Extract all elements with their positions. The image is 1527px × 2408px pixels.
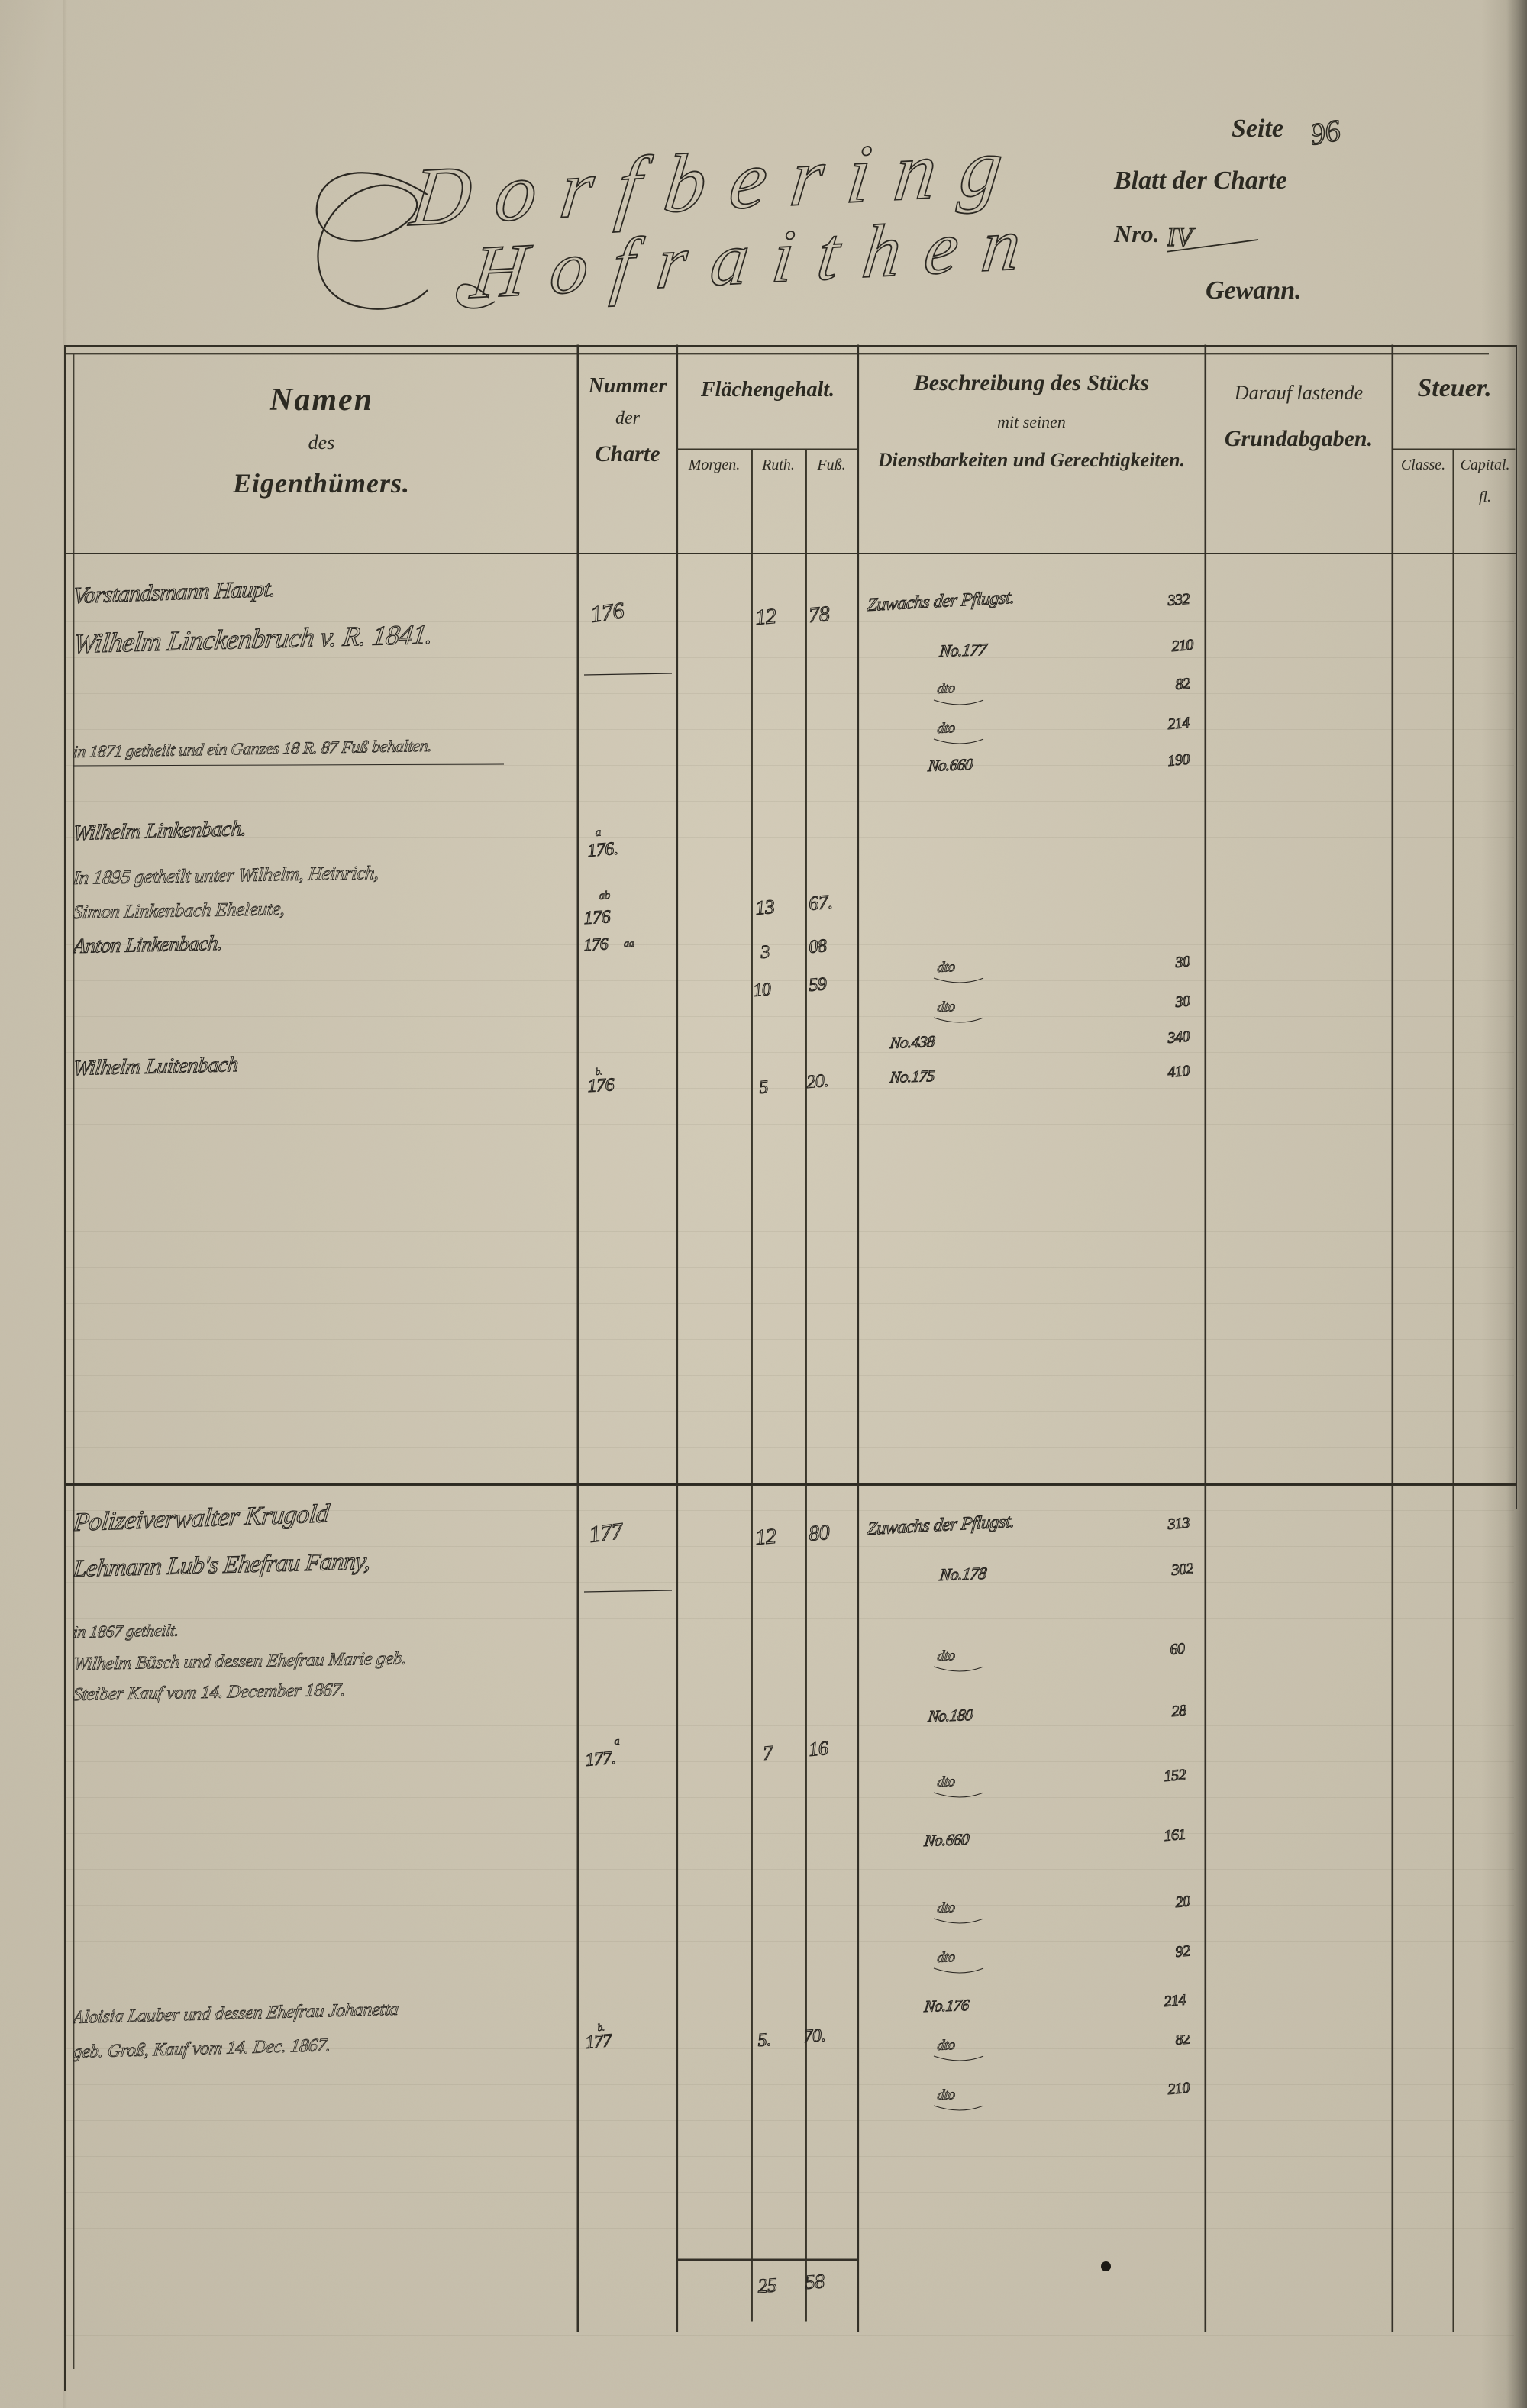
svg-text:geb. Groß, Kauf vom 14. Dec. 1: geb. Groß, Kauf vom 14. Dec. 1867.: [73, 2035, 332, 2062]
svg-text:16: 16: [808, 1737, 829, 1761]
svg-text:176.: 176.: [586, 839, 618, 861]
svg-text:Simon Linkenbach Eheleute,: Simon Linkenbach Eheleute,: [73, 899, 286, 923]
svg-text:70.: 70.: [803, 2025, 826, 2047]
svg-text:190: 190: [1167, 751, 1191, 770]
svg-text:aa: aa: [624, 938, 634, 950]
svg-text:80: 80: [808, 1521, 831, 1546]
svg-text:dto: dto: [936, 2087, 956, 2103]
svg-text:20.: 20.: [805, 1071, 829, 1093]
svg-text:28: 28: [1171, 1702, 1187, 1720]
svg-text:10: 10: [752, 980, 772, 1001]
svg-text:176: 176: [589, 598, 625, 628]
svg-text:176: 176: [587, 1075, 615, 1096]
svg-text:IV: IV: [1167, 221, 1196, 252]
svg-text:Wilhelm Linkenbach.: Wilhelm Linkenbach.: [73, 817, 247, 845]
svg-text:210: 210: [1167, 2080, 1191, 2098]
svg-text:Wilhelm Linckenbruch v. R. 184: Wilhelm Linckenbruch v. R. 1841.: [73, 619, 434, 659]
svg-text:60: 60: [1170, 1640, 1186, 1658]
svg-text:No.175: No.175: [888, 1067, 935, 1086]
svg-text:dto: dto: [936, 959, 956, 976]
svg-text:96: 96: [1312, 113, 1343, 152]
svg-text:Vorstandsmann Haupt.: Vorstandsmann Haupt.: [73, 580, 276, 608]
svg-text:177: 177: [584, 2031, 613, 2053]
svg-text:No.180: No.180: [926, 1706, 974, 1725]
svg-text:7: 7: [762, 1741, 774, 1764]
svg-text:161: 161: [1164, 1826, 1186, 1845]
svg-text:08: 08: [808, 936, 828, 957]
svg-text:a: a: [595, 826, 602, 839]
svg-text:Zuwachs der Pflugst.: Zuwachs der Pflugst.: [867, 1512, 1015, 1539]
svg-text:dto: dto: [936, 999, 956, 1015]
svg-text:in 1871 getheilt und ein Ganze: in 1871 getheilt und ein Ganzes 18 R. 87…: [73, 736, 433, 761]
svg-text:No.438: No.438: [888, 1032, 936, 1052]
svg-text:340: 340: [1167, 1028, 1191, 1047]
svg-text:Zuwachs der Pflugst.: Zuwachs der Pflugst.: [867, 588, 1015, 615]
svg-text:dto: dto: [936, 2037, 956, 2054]
svg-text:dto: dto: [936, 720, 956, 737]
svg-text:dto: dto: [936, 1949, 956, 1966]
svg-text:ab: ab: [599, 889, 612, 902]
svg-text:78: 78: [808, 602, 831, 628]
svg-text:92: 92: [1175, 1942, 1191, 1961]
svg-text:177: 177: [588, 1519, 626, 1548]
svg-text:Wilhelm Büsch und dessen Ehefr: Wilhelm Büsch und dessen Ehefrau Marie g…: [73, 1648, 408, 1674]
svg-text:20: 20: [1175, 1893, 1191, 1911]
svg-text:177.: 177.: [584, 1748, 616, 1770]
svg-text:dto: dto: [936, 1900, 956, 1916]
svg-text:Polizeiverwalter Krugold: Polizeiverwalter Krugold: [73, 1500, 331, 1537]
svg-text:No.176: No.176: [922, 1996, 970, 2016]
svg-text:3: 3: [759, 942, 770, 963]
svg-text:302: 302: [1170, 1561, 1195, 1580]
svg-text:30: 30: [1174, 993, 1191, 1011]
svg-text:Steiber Kauf vom 14. December: Steiber Kauf vom 14. December 1867.: [73, 1680, 347, 1705]
svg-text:In 1895 getheilt unter Wilhelm: In 1895 getheilt unter Wilhelm, Heinrich…: [73, 863, 380, 889]
svg-text:214: 214: [1164, 1992, 1187, 2010]
svg-text:Aloisia Lauber und dessen Ehef: Aloisia Lauber und dessen Ehefrau Johane…: [73, 2000, 400, 2028]
svg-text:Wilhelm Luitenbach: Wilhelm Luitenbach: [73, 1053, 239, 1080]
svg-text:25: 25: [757, 2274, 777, 2297]
svg-text:82: 82: [1175, 2035, 1191, 2048]
svg-text:12: 12: [754, 605, 777, 630]
svg-text:Anton Linkenbach.: Anton Linkenbach.: [73, 931, 224, 957]
svg-text:332: 332: [1167, 591, 1191, 610]
svg-text:a: a: [614, 1736, 620, 1748]
svg-text:in 1867 getheilt.: in 1867 getheilt.: [73, 1621, 180, 1641]
svg-text:Lehmann Lub's Ehefrau Fanny,: Lehmann Lub's Ehefrau Fanny,: [73, 1547, 372, 1582]
svg-text:dto: dto: [936, 1774, 956, 1790]
svg-text:dto: dto: [936, 680, 956, 697]
svg-text:No.177: No.177: [938, 640, 988, 660]
svg-text:dto: dto: [936, 1648, 956, 1664]
svg-text:30: 30: [1174, 953, 1191, 971]
svg-text:210: 210: [1171, 637, 1195, 655]
svg-text:No.660: No.660: [926, 755, 974, 775]
svg-text:No.178: No.178: [938, 1564, 987, 1584]
svg-text:5.: 5.: [757, 2030, 772, 2051]
svg-text:59: 59: [808, 974, 828, 996]
svg-text:152: 152: [1164, 1767, 1187, 1785]
svg-text:58: 58: [804, 2270, 825, 2293]
svg-text:5: 5: [758, 1077, 769, 1098]
svg-text:67.: 67.: [808, 890, 833, 915]
svg-text:410: 410: [1167, 1063, 1191, 1081]
svg-text:82: 82: [1175, 675, 1191, 693]
svg-text:214: 214: [1167, 715, 1191, 733]
svg-text:176: 176: [584, 934, 609, 954]
svg-text:313: 313: [1167, 1515, 1191, 1534]
svg-text:12: 12: [754, 1525, 777, 1550]
svg-text:176: 176: [584, 907, 611, 928]
svg-text:13: 13: [754, 896, 776, 919]
svg-text:No.660: No.660: [922, 1830, 970, 1850]
